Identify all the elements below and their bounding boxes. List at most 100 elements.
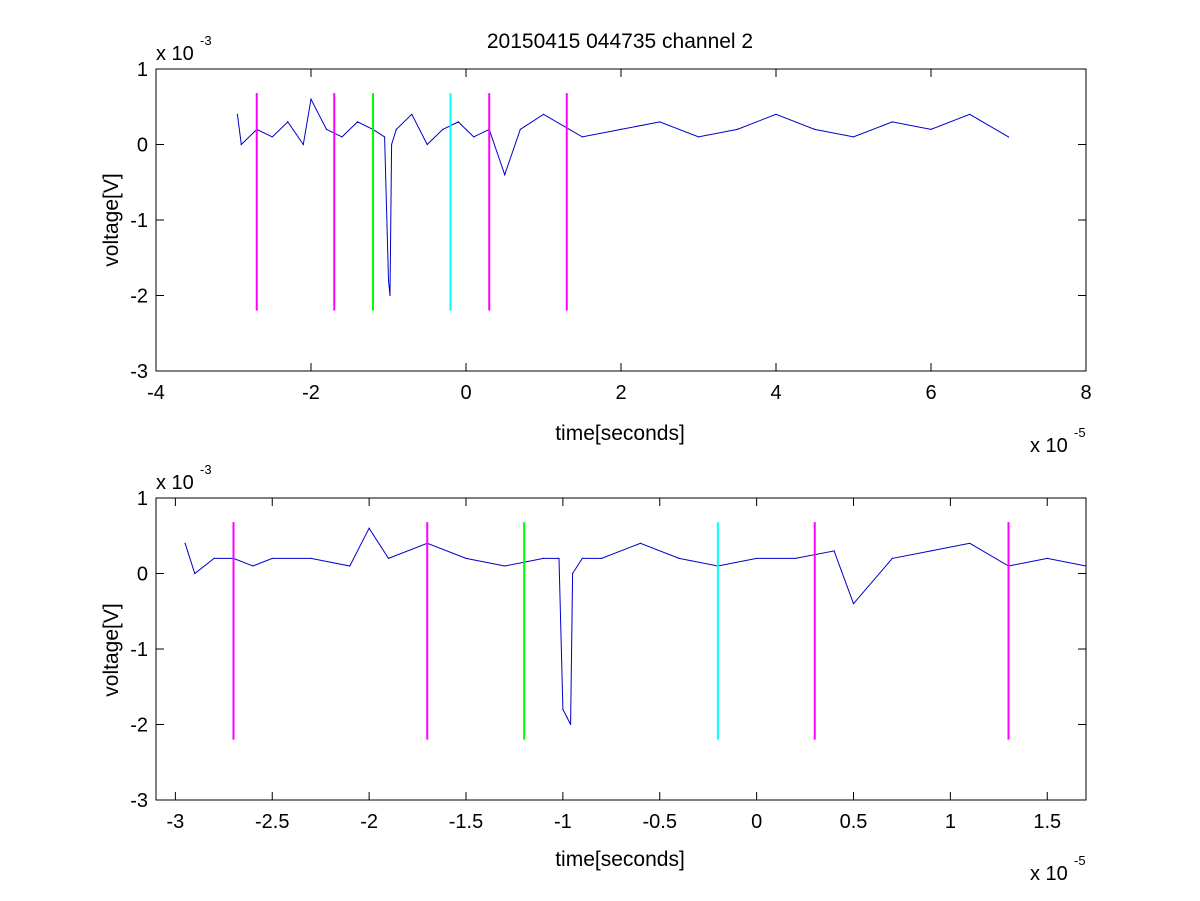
top-signal-point	[659, 121, 661, 123]
bottom-y-tick-label: -3	[130, 790, 148, 812]
bottom-signal-point	[756, 557, 758, 560]
top-signal-point	[736, 128, 738, 130]
bottom-ticks: -3 -2.5 -2 -1.5 -1 -0.5 0 0.5 1 1.5 -3 -2 -1 0 1	[130, 488, 1086, 833]
bottom-axes-frame	[155, 497, 1087, 801]
bottom-subplot: -3 -2.5 -2 -1.5 -1 -0.5 0 0.5 1 1.5 -3 -2 -1 0 1 time[…	[100, 462, 1087, 885]
bottom-signal-point	[194, 572, 196, 575]
bottom-y-multiplier: x 10 -3	[156, 462, 212, 494]
top-y-tick-label: 1	[137, 59, 148, 81]
bottom-signal-point	[678, 557, 680, 560]
top-x-multiplier-exp: -5	[1074, 425, 1086, 440]
top-signal-line	[236, 97, 1009, 296]
top-signal-point	[287, 121, 289, 123]
top-signal-point	[310, 98, 312, 100]
bottom-signal-point	[562, 708, 564, 711]
bottom-signal-point	[581, 557, 583, 560]
bottom-x-multiplier: x 10 -5	[1030, 853, 1086, 885]
top-y-tick-label: -3	[130, 361, 148, 383]
bottom-signal-point	[891, 557, 893, 560]
top-y-tick-label: -1	[130, 210, 148, 232]
bottom-x-tick-label: -2.5	[255, 811, 289, 833]
bottom-signal-point	[930, 550, 932, 552]
bottom-signal-point	[252, 565, 254, 567]
bottom-signal-line	[184, 527, 1087, 725]
top-signal-point	[389, 294, 391, 297]
top-signal-point	[395, 128, 397, 130]
bottom-signal-point	[571, 572, 574, 575]
top-y-multiplier-exp: -3	[200, 33, 212, 48]
figure-title: 20150415 044735 channel 2	[487, 30, 753, 53]
bottom-x-tick-label: 0	[751, 811, 762, 833]
top-signal-point	[391, 143, 393, 146]
bottom-x-tick-label: -1.5	[449, 811, 483, 833]
top-signal-point	[581, 136, 583, 138]
top-signal-point	[457, 121, 459, 123]
bottom-signal-point	[271, 557, 273, 560]
bottom-y-multiplier-base: x 10	[156, 472, 194, 494]
top-y-multiplier: x 10 -3	[156, 33, 212, 65]
top-signal-point	[519, 128, 521, 130]
top-plot-area	[236, 93, 1010, 311]
top-y-axis-label: voltage[V]	[100, 173, 123, 266]
bottom-signal-point	[349, 565, 351, 567]
top-x-axis-label: time[seconds]	[555, 422, 685, 445]
bottom-signal-point	[639, 542, 641, 544]
top-signal-point	[697, 136, 700, 138]
top-signal-point	[775, 113, 777, 115]
top-signal-point	[411, 113, 413, 115]
bottom-x-tick-label: -2	[360, 811, 378, 833]
bottom-signal-point	[852, 603, 855, 605]
bottom-signal-point	[542, 557, 545, 560]
top-signal-point	[240, 143, 242, 146]
top-signal-point	[325, 128, 328, 130]
bottom-y-tick-label: 0	[137, 564, 148, 586]
bottom-x-tick-label: -3	[166, 811, 184, 833]
top-x-tick-label: 6	[925, 382, 936, 404]
bottom-signal-point	[1046, 557, 1048, 560]
bottom-signal-point	[833, 550, 835, 552]
top-x-multiplier: x 10 -5	[1030, 425, 1086, 457]
top-signal-point	[384, 136, 386, 138]
top-signal-point	[473, 136, 475, 138]
bottom-signal-point	[794, 557, 796, 560]
top-x-tick-label: -2	[302, 382, 320, 404]
top-signal-point	[891, 121, 893, 123]
bottom-x-tick-label: 1.5	[1033, 811, 1061, 833]
top-x-tick-label: 8	[1080, 382, 1091, 404]
top-signal-point	[620, 128, 622, 130]
bottom-signal-point	[310, 557, 312, 560]
bottom-signal-point	[504, 565, 506, 567]
bottom-signal-point	[184, 542, 186, 544]
top-ticks: -4 -2 0 2 4 6 8 -3 -2 -1 0 1	[130, 59, 1091, 404]
top-signal-point	[356, 121, 359, 123]
bottom-x-axis-label: time[seconds]	[555, 848, 685, 871]
top-signal-point	[442, 128, 444, 130]
top-signal-point	[271, 136, 273, 138]
top-signal-point	[302, 143, 304, 146]
top-signal-point	[969, 113, 971, 115]
bottom-signal-point	[213, 557, 215, 560]
top-signal-point	[341, 136, 343, 138]
bottom-y-axis-label: voltage[V]	[100, 603, 123, 696]
bottom-x-multiplier-base: x 10	[1030, 863, 1068, 885]
bottom-y-tick-label: 1	[137, 488, 148, 510]
top-x-tick-label: 0	[460, 382, 471, 404]
top-x-multiplier-base: x 10	[1030, 435, 1068, 457]
top-signal-point	[387, 279, 390, 281]
top-signal-point	[542, 113, 545, 115]
top-signal-point	[426, 143, 428, 146]
bottom-x-tick-label: 1	[945, 811, 956, 833]
top-y-tick-label: 0	[137, 135, 148, 157]
bottom-signal-point	[387, 557, 390, 560]
bottom-signal-point	[601, 557, 603, 560]
top-signal-point	[1007, 136, 1010, 138]
bottom-signal-point	[1085, 565, 1087, 567]
bottom-signal-point	[969, 542, 971, 544]
bottom-x-tick-label: 0.5	[840, 811, 868, 833]
bottom-y-multiplier-exp: -3	[200, 462, 212, 477]
bottom-x-tick-label: -0.5	[643, 811, 677, 833]
top-y-multiplier-base: x 10	[156, 43, 194, 65]
bottom-x-tick-label: -1	[554, 811, 572, 833]
top-subplot: -4 -2 0 2 4 6 8 -3 -2 -1 0 1 time[seconds] voltage[…	[100, 33, 1092, 457]
